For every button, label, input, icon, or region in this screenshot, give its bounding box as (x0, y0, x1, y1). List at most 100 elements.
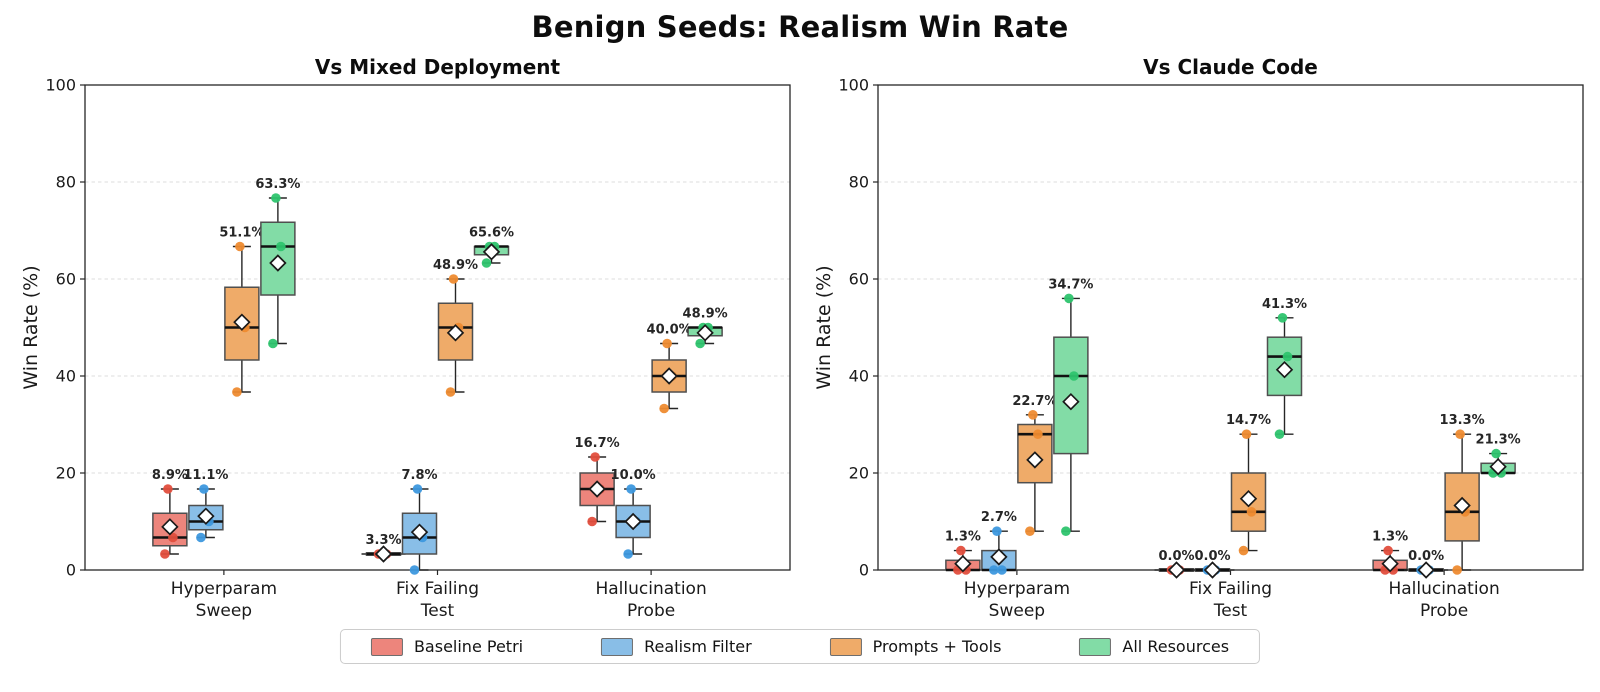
mean-marker (1381, 554, 1399, 573)
mean-label: 48.9% (683, 307, 728, 322)
mean-label: 1.3% (945, 530, 981, 545)
x-tick-label: Hyperparam Sweep (171, 579, 277, 621)
data-point (587, 516, 597, 527)
data-point (1064, 293, 1074, 304)
box-all-resources-0: 34.7% (1048, 277, 1093, 536)
mean-marker (696, 324, 714, 342)
mean-marker (588, 480, 606, 498)
data-point (1277, 313, 1288, 323)
mean-label: 0.0% (1408, 549, 1444, 564)
mean-marker (161, 518, 179, 536)
mean-label: 65.6% (469, 226, 514, 241)
box-realism-filter-0: 11.1% (183, 468, 228, 543)
mean-label: 14.7% (1226, 413, 1271, 428)
data-point (1069, 371, 1079, 381)
mean-label: 34.7% (1048, 277, 1093, 292)
box-prompts-tools-1: 14.7% (1226, 413, 1271, 556)
box-all-resources-2: 48.9% (683, 307, 728, 349)
mean-label: 10.0% (611, 468, 656, 483)
mean-label: 13.3% (1440, 413, 1485, 428)
box-baseline-petri-2: 1.3% (1372, 530, 1408, 575)
data-point (481, 258, 492, 268)
subplot-vs-mixed-deployment: 0 20 40 60 80 100 Win Rate (%) Vs Mixed Deploym… (20, 55, 791, 621)
data-point (1246, 507, 1257, 517)
mean-marker (1489, 457, 1507, 476)
data-point (1028, 410, 1038, 420)
subplot-title: Vs Mixed Deployment (315, 55, 561, 79)
y-tick-label: 100 (838, 76, 869, 95)
data-point (997, 565, 1007, 575)
subplot-vs-claude-code: 0 20 40 60 80 100 Win Rate (%) Vs Claude Code Hy… (813, 55, 1584, 621)
data-point (1455, 429, 1465, 440)
mean-marker (1026, 451, 1044, 469)
legend-swatch-realism-filter (601, 637, 634, 656)
figure-title: Benign Seeds: Realism Win Rate (531, 10, 1069, 44)
mean-marker (624, 512, 642, 531)
legend-item: Prompts + Tools (829, 637, 1002, 656)
mean-label: 7.8% (401, 468, 437, 483)
box-realism-filter-2: 10.0% (611, 468, 656, 559)
box-all-resources-1: 65.6% (469, 226, 514, 268)
boxplot-chart: 0 20 40 60 80 100 Win Rate (%) Vs Mixed Deploym… (20, 55, 1584, 621)
legend-label: Realism Filter (644, 637, 752, 656)
data-point (695, 338, 705, 349)
data-point (1274, 429, 1285, 440)
box (1444, 472, 1480, 542)
mean-marker (1203, 561, 1222, 579)
y-tick-label: 40 (849, 367, 869, 386)
y-tick-label: 60 (849, 270, 869, 289)
x-tick-label: Fix Failing Test (1189, 579, 1272, 621)
box-baseline-petri-1: 3.3% (361, 533, 406, 563)
mean-marker (1275, 360, 1294, 379)
mean-marker (446, 324, 465, 342)
data-point (199, 484, 209, 494)
data-point (1241, 429, 1252, 440)
box-prompts-tools-2: 13.3% (1440, 413, 1485, 575)
data-point (623, 549, 633, 559)
mean-label: 11.1% (183, 468, 228, 483)
mean-marker (1062, 393, 1080, 411)
x-tick-label: Hallucination Probe (1388, 579, 1499, 621)
data-point (160, 549, 170, 559)
y-tick-label: 60 (56, 270, 76, 289)
box-baseline-petri-1: 0.0% (1154, 549, 1199, 579)
box-baseline-petri-2: 16.7% (575, 436, 620, 527)
y-tick-label: 40 (56, 367, 76, 386)
data-point (448, 274, 459, 284)
box-prompts-tools-1: 48.9% (433, 258, 478, 397)
legend-item: All Resources (1079, 637, 1229, 656)
data-point (232, 387, 242, 397)
mean-marker (1167, 561, 1186, 579)
data-point (196, 532, 206, 543)
y-tick-label: 100 (45, 76, 76, 95)
mean-label: 48.9% (433, 258, 478, 273)
legend-item: Baseline Petri (370, 637, 523, 656)
y-tick-label: 20 (56, 464, 76, 483)
legend-swatch-prompts-tools (829, 637, 862, 656)
legend-item: Realism Filter (601, 637, 752, 656)
data-point (1491, 448, 1501, 459)
box-all-resources-2: 21.3% (1476, 433, 1521, 478)
box-realism-filter-1: 0.0% (1190, 549, 1235, 579)
mean-label: 63.3% (255, 177, 300, 192)
data-point (409, 565, 420, 575)
mean-label: 51.1% (219, 226, 264, 241)
mean-marker (1239, 490, 1258, 508)
legend-label: Prompts + Tools (872, 637, 1002, 656)
y-tick-label: 0 (66, 561, 76, 580)
legend-swatch-all-resources (1079, 637, 1112, 656)
data-point (992, 526, 1002, 536)
mean-marker (197, 507, 215, 525)
data-point (1033, 429, 1043, 440)
data-point (412, 484, 423, 494)
mean-marker (269, 254, 287, 272)
box-prompts-tools-0: 51.1% (219, 226, 264, 397)
data-point (956, 545, 966, 556)
data-point (590, 452, 600, 462)
mean-marker (374, 545, 393, 563)
mean-label: 22.7% (1012, 394, 1057, 409)
data-point (235, 241, 245, 252)
y-tick-label: 0 (859, 561, 869, 580)
mean-marker (1417, 561, 1435, 579)
mean-marker (660, 367, 678, 385)
